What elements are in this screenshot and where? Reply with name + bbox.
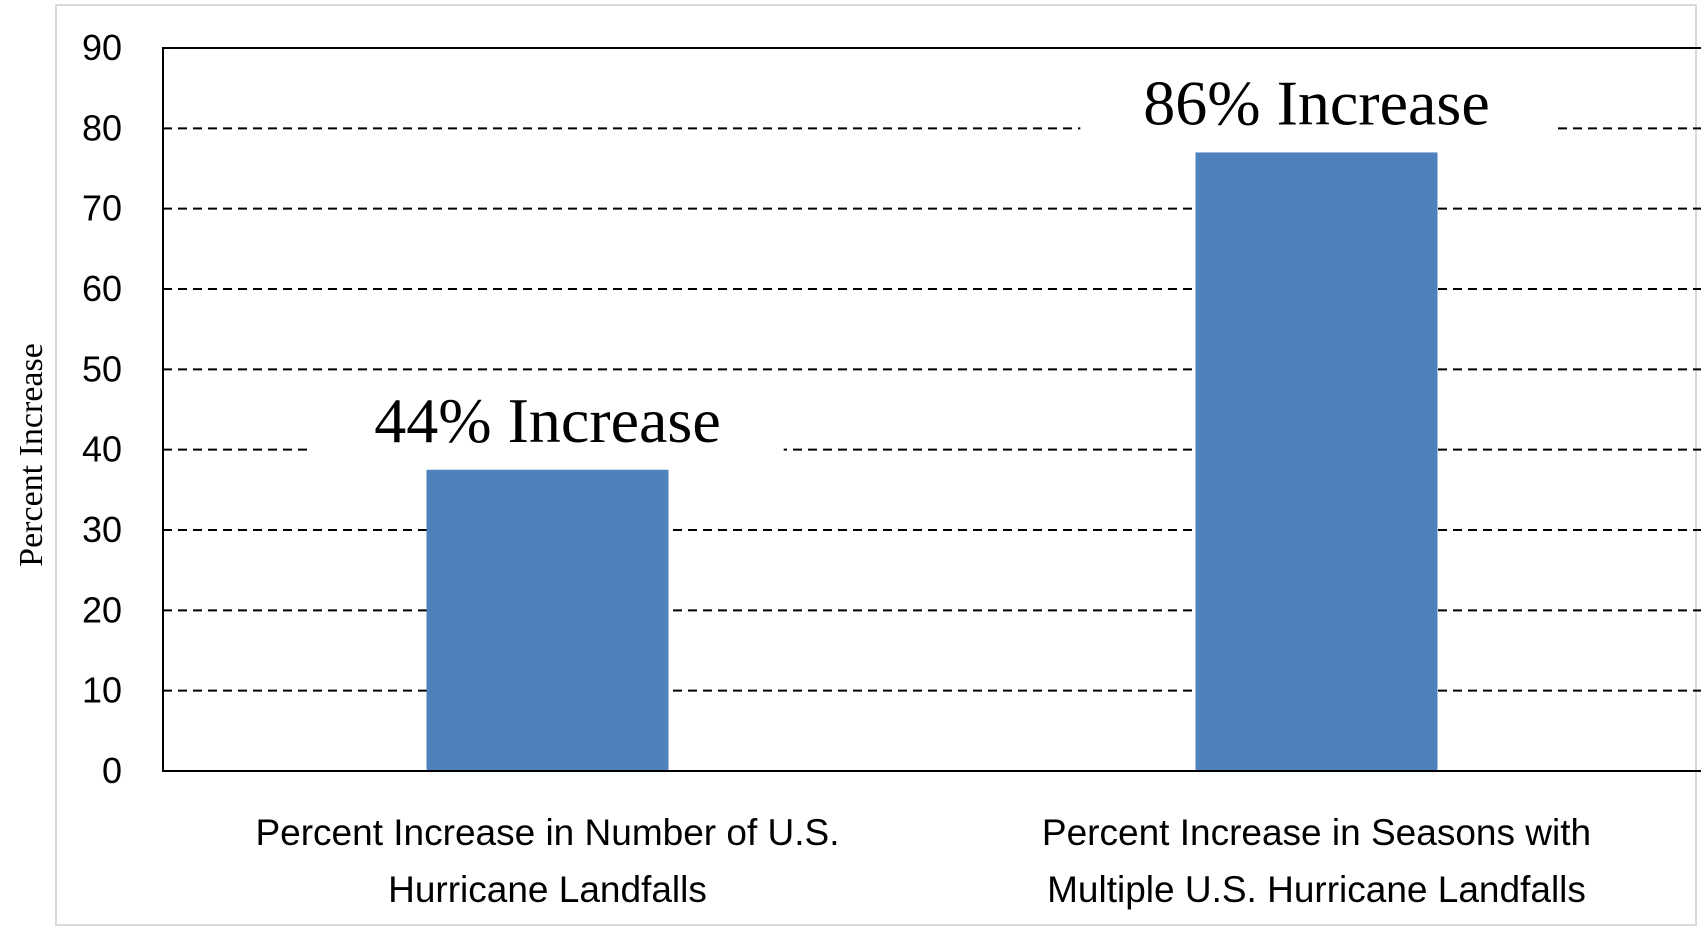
bar-annotation: 86% Increase — [1143, 67, 1489, 138]
x-axis-categories: Percent Increase in Number of U.S. Hurric… — [255, 812, 1591, 910]
y-tick-label: 0 — [102, 750, 122, 791]
bar — [426, 469, 669, 771]
y-tick-label: 30 — [82, 509, 122, 550]
y-tick-label: 70 — [82, 188, 122, 229]
y-tick-label: 50 — [82, 348, 122, 389]
y-tick-label: 80 — [82, 107, 122, 148]
y-axis-label: Percent Increase — [13, 343, 50, 567]
annotation-background — [311, 380, 784, 461]
x-category-label: Percent Increase in Number of U.S. — [255, 812, 839, 853]
axes — [162, 47, 1701, 772]
y-tick-label: 40 — [82, 429, 122, 470]
y-tick-label: 20 — [82, 589, 122, 630]
y-tick-label: 90 — [82, 27, 122, 68]
x-category-label: Multiple U.S. Hurricane Landfalls — [1047, 869, 1586, 910]
y-tick-label: 10 — [82, 670, 122, 711]
bar-annotation: 44% Increase — [374, 385, 720, 456]
gridlines — [163, 47, 1701, 692]
y-tick-label: 60 — [82, 268, 122, 309]
bar — [1195, 152, 1438, 771]
x-category-label: Hurricane Landfalls — [388, 869, 707, 910]
y-axis-ticks: 0 10 20 30 40 50 60 70 80 90 — [82, 27, 122, 791]
annotation-background — [1080, 63, 1553, 144]
bars — [426, 152, 1438, 771]
x-category-label: Percent Increase in Seasons with — [1042, 812, 1591, 853]
annotations: 44% Increase 86% Increase — [311, 63, 1553, 461]
